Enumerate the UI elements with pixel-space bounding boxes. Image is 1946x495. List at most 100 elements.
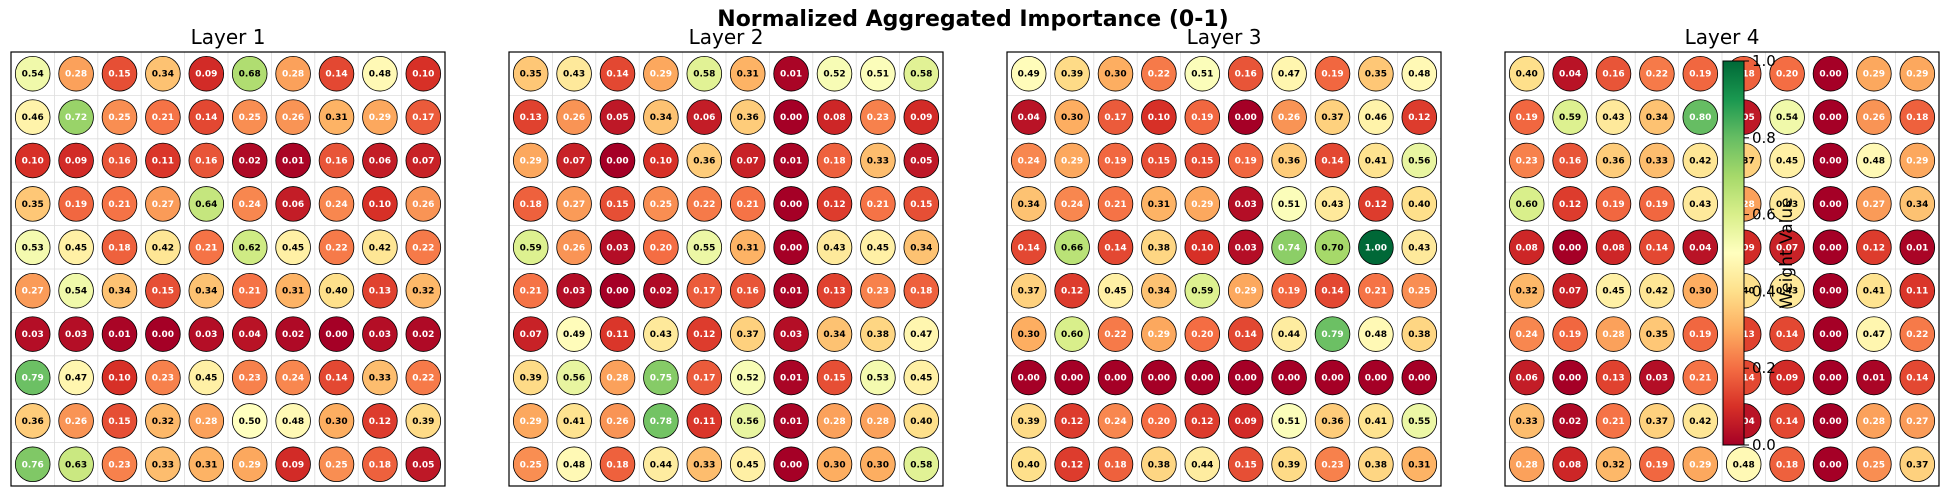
weight-marker [512, 186, 549, 222]
weight-marker [1856, 55, 1892, 92]
weight-marker [816, 446, 853, 483]
weight-marker [643, 272, 679, 309]
weight-marker [58, 272, 94, 309]
weight-label: 0.58 [910, 460, 932, 470]
weight-marker [231, 316, 268, 352]
weight-marker [1184, 142, 1221, 179]
weight-label: 0.19 [1516, 113, 1538, 123]
weight-marker [773, 186, 809, 222]
weight-label: 0.46 [22, 113, 44, 123]
weight-label: 0.78 [650, 417, 672, 427]
weight-marker [643, 359, 679, 396]
weight-marker [1595, 316, 1632, 352]
weight-marker [1552, 272, 1588, 309]
weight-label: 0.02 [282, 330, 304, 340]
weight-label: 0.01 [282, 157, 304, 167]
colorbar-tick-label: 0.6 [1752, 206, 1776, 224]
weight-label: 0.41 [1365, 417, 1387, 427]
weight-label: 0.18 [1906, 113, 1928, 123]
weight-label: 0.43 [1776, 287, 1798, 297]
weight-label: 0.09 [65, 157, 87, 167]
weight-label: 0.18 [823, 157, 845, 167]
weight-label: 0.00 [1104, 374, 1126, 384]
weight-marker [1141, 359, 1177, 396]
weight-marker [1358, 403, 1394, 439]
weight-label: 0.30 [1061, 113, 1083, 123]
weight-marker [145, 272, 181, 309]
weight-label: 0.13 [1602, 374, 1624, 384]
weight-label: 0.00 [1559, 374, 1581, 384]
weight-marker [188, 186, 225, 222]
weight-label: 0.51 [1191, 70, 1213, 80]
weight-marker [1184, 186, 1221, 222]
weight-marker [318, 316, 355, 352]
weight-marker [145, 359, 181, 396]
weight-label: 0.17 [693, 374, 715, 384]
weight-label: 0.14 [1321, 287, 1343, 297]
weight-marker [1401, 316, 1438, 352]
weight-marker [1314, 446, 1351, 483]
weight-marker [1552, 186, 1588, 222]
weight-marker [1682, 272, 1719, 309]
weight-marker [1899, 316, 1936, 352]
weight-marker [101, 99, 138, 135]
weight-label: 0.51 [1278, 417, 1300, 427]
weight-label: 0.14 [1104, 243, 1126, 253]
weight-marker [318, 359, 355, 396]
weight-label: 0.34 [195, 287, 217, 297]
weight-label: 0.53 [867, 374, 889, 384]
weight-marker [599, 99, 636, 135]
weight-label: 0.00 [780, 200, 802, 210]
weight-marker [1856, 359, 1892, 396]
weight-label: 0.12 [1061, 287, 1083, 297]
weight-marker [903, 229, 940, 266]
weight-label: 0.21 [1689, 374, 1711, 384]
weight-marker [145, 446, 181, 483]
weight-label: 0.12 [1863, 243, 1885, 253]
weight-label: 0.00 [1321, 374, 1343, 384]
weight-label: 0.33 [152, 460, 174, 470]
weight-label: 0.25 [108, 113, 130, 123]
weight-label: 0.10 [1191, 243, 1213, 253]
weight-label: 0.23 [239, 374, 261, 384]
weight-marker [405, 272, 442, 309]
weight-marker [362, 229, 398, 266]
weight-label: 0.04 [1559, 70, 1581, 80]
weight-marker [58, 186, 94, 222]
weight-label: 0.03 [369, 330, 391, 340]
weight-marker [1271, 272, 1307, 309]
weight-marker [1271, 359, 1307, 396]
weight-marker [362, 316, 398, 352]
weight-marker [101, 186, 138, 222]
weight-label: 0.48 [369, 70, 391, 80]
weight-label: 0.40 [1408, 200, 1430, 210]
weight-label: 0.34 [1148, 287, 1170, 297]
weight-label: 0.24 [239, 200, 261, 210]
weight-marker [1271, 316, 1307, 352]
weight-label: 0.38 [1408, 330, 1430, 340]
weight-marker [101, 359, 138, 396]
weight-label: 0.12 [1061, 460, 1083, 470]
weight-label: 0.70 [1321, 243, 1343, 253]
weight-label: 0.00 [1278, 374, 1300, 384]
panel-grid [11, 52, 445, 486]
weight-marker [58, 55, 94, 92]
weight-marker [1314, 142, 1351, 179]
weight-label: 0.41 [563, 417, 585, 427]
weight-label: 1.00 [1365, 243, 1387, 253]
weight-marker [1358, 142, 1394, 179]
weight-marker [1639, 186, 1675, 222]
weight-marker [512, 142, 549, 179]
weight-marker [1054, 446, 1090, 483]
weight-label: 0.62 [239, 243, 261, 253]
weight-label: 0.30 [1018, 330, 1040, 340]
weight-marker [1856, 446, 1892, 483]
weight-marker [1271, 186, 1307, 222]
weight-marker [318, 272, 355, 309]
weight-label: 0.49 [1018, 70, 1040, 80]
weight-label: 0.28 [867, 417, 889, 427]
weight-label: 0.14 [1235, 330, 1257, 340]
weight-marker [231, 142, 268, 179]
weight-label: 0.40 [910, 417, 932, 427]
colorbar-tick-label: 0.2 [1752, 359, 1776, 377]
